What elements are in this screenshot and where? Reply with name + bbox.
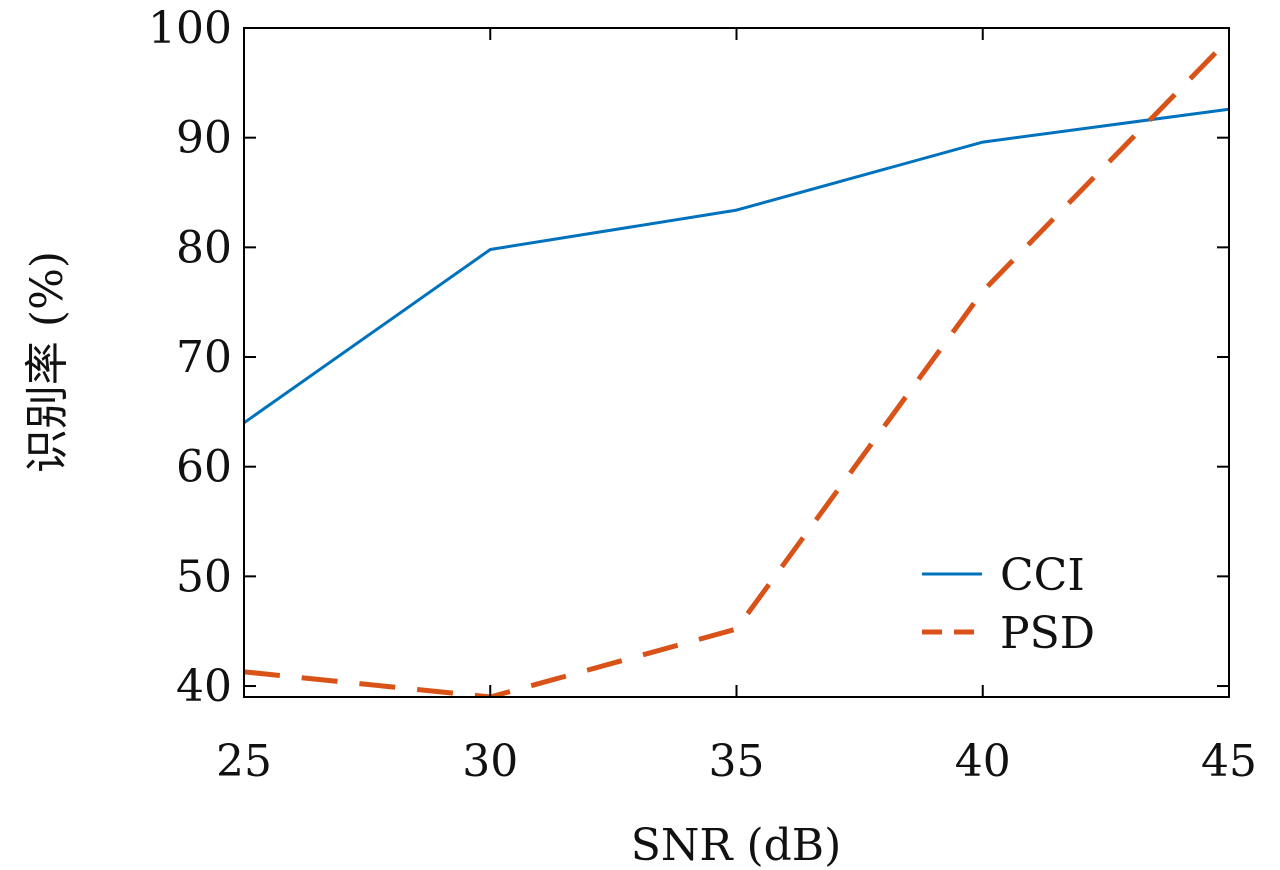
plot-layer — [244, 37, 1229, 697]
axes-layer: 25 30 35 40 45 40 50 60 70 80 90 100 — [148, 3, 1257, 787]
y-tick-label-80: 80 — [176, 222, 232, 273]
x-tick-label-30: 30 — [462, 736, 518, 787]
legend: CCI PSD — [922, 550, 1095, 659]
x-tick-label-45: 45 — [1201, 736, 1257, 787]
legend-label-psd: PSD — [1000, 608, 1095, 659]
y-tick-label-100: 100 — [148, 3, 232, 54]
legend-label-cci: CCI — [1000, 550, 1085, 601]
series-line-cci — [244, 107, 1229, 425]
y-tick-label-40: 40 — [176, 661, 232, 712]
x-axis-title: SNR (dB) — [631, 820, 842, 870]
y-tick-label-60: 60 — [176, 442, 232, 493]
y-tick-label-70: 70 — [176, 332, 232, 383]
y-tick-label-50: 50 — [176, 551, 232, 602]
x-tick-label-40: 40 — [955, 736, 1011, 787]
x-tick-label-25: 25 — [216, 736, 272, 787]
y-tick-label-90: 90 — [176, 113, 232, 164]
x-tick-label-35: 35 — [709, 736, 765, 787]
y-axis-title: 识别率 (%) — [22, 251, 73, 473]
